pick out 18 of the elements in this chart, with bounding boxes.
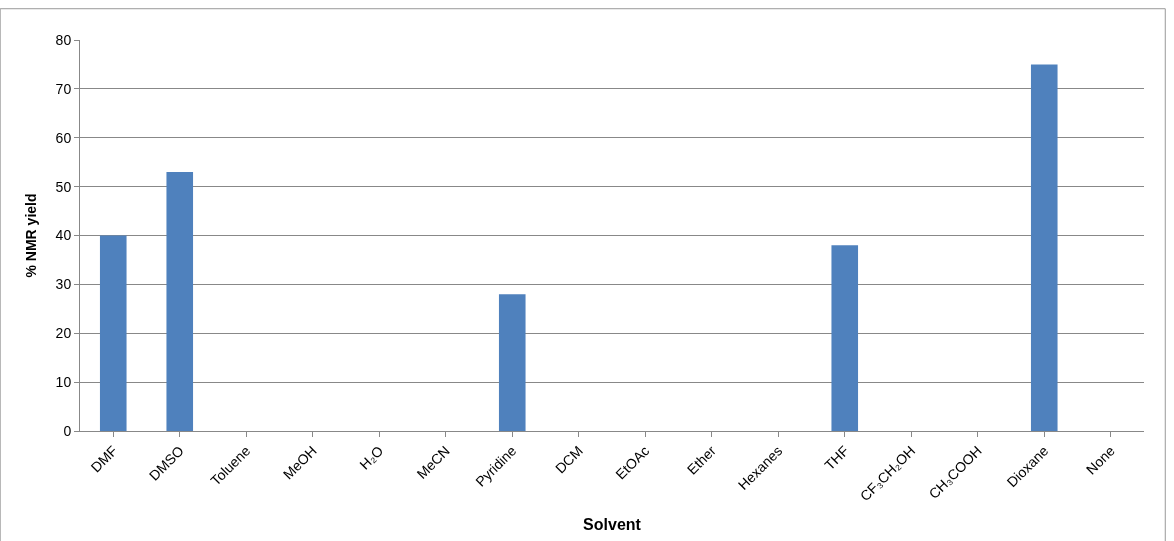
bar (166, 171, 194, 431)
y-tick-label: 60 (55, 129, 72, 146)
y-tick-label: 20 (55, 325, 72, 342)
y-tick-label: 0 (63, 422, 72, 439)
bar (831, 245, 859, 431)
y-tick-label: 30 (55, 276, 72, 293)
y-tick-label: 50 (55, 178, 72, 195)
y-tick-label: 10 (55, 374, 72, 391)
y-tick-label: 70 (55, 80, 72, 97)
y-axis-title: % NMR yield (23, 193, 40, 278)
x-axis-title: Solvent (583, 515, 642, 533)
bar (99, 235, 127, 431)
y-tick-label: 40 (55, 227, 72, 244)
y-tick-label: 80 (55, 31, 72, 48)
bar (1030, 64, 1058, 431)
bar (498, 294, 526, 431)
x-tick-label: THF (821, 442, 852, 474)
x-tick-label: H₂O (356, 442, 387, 473)
